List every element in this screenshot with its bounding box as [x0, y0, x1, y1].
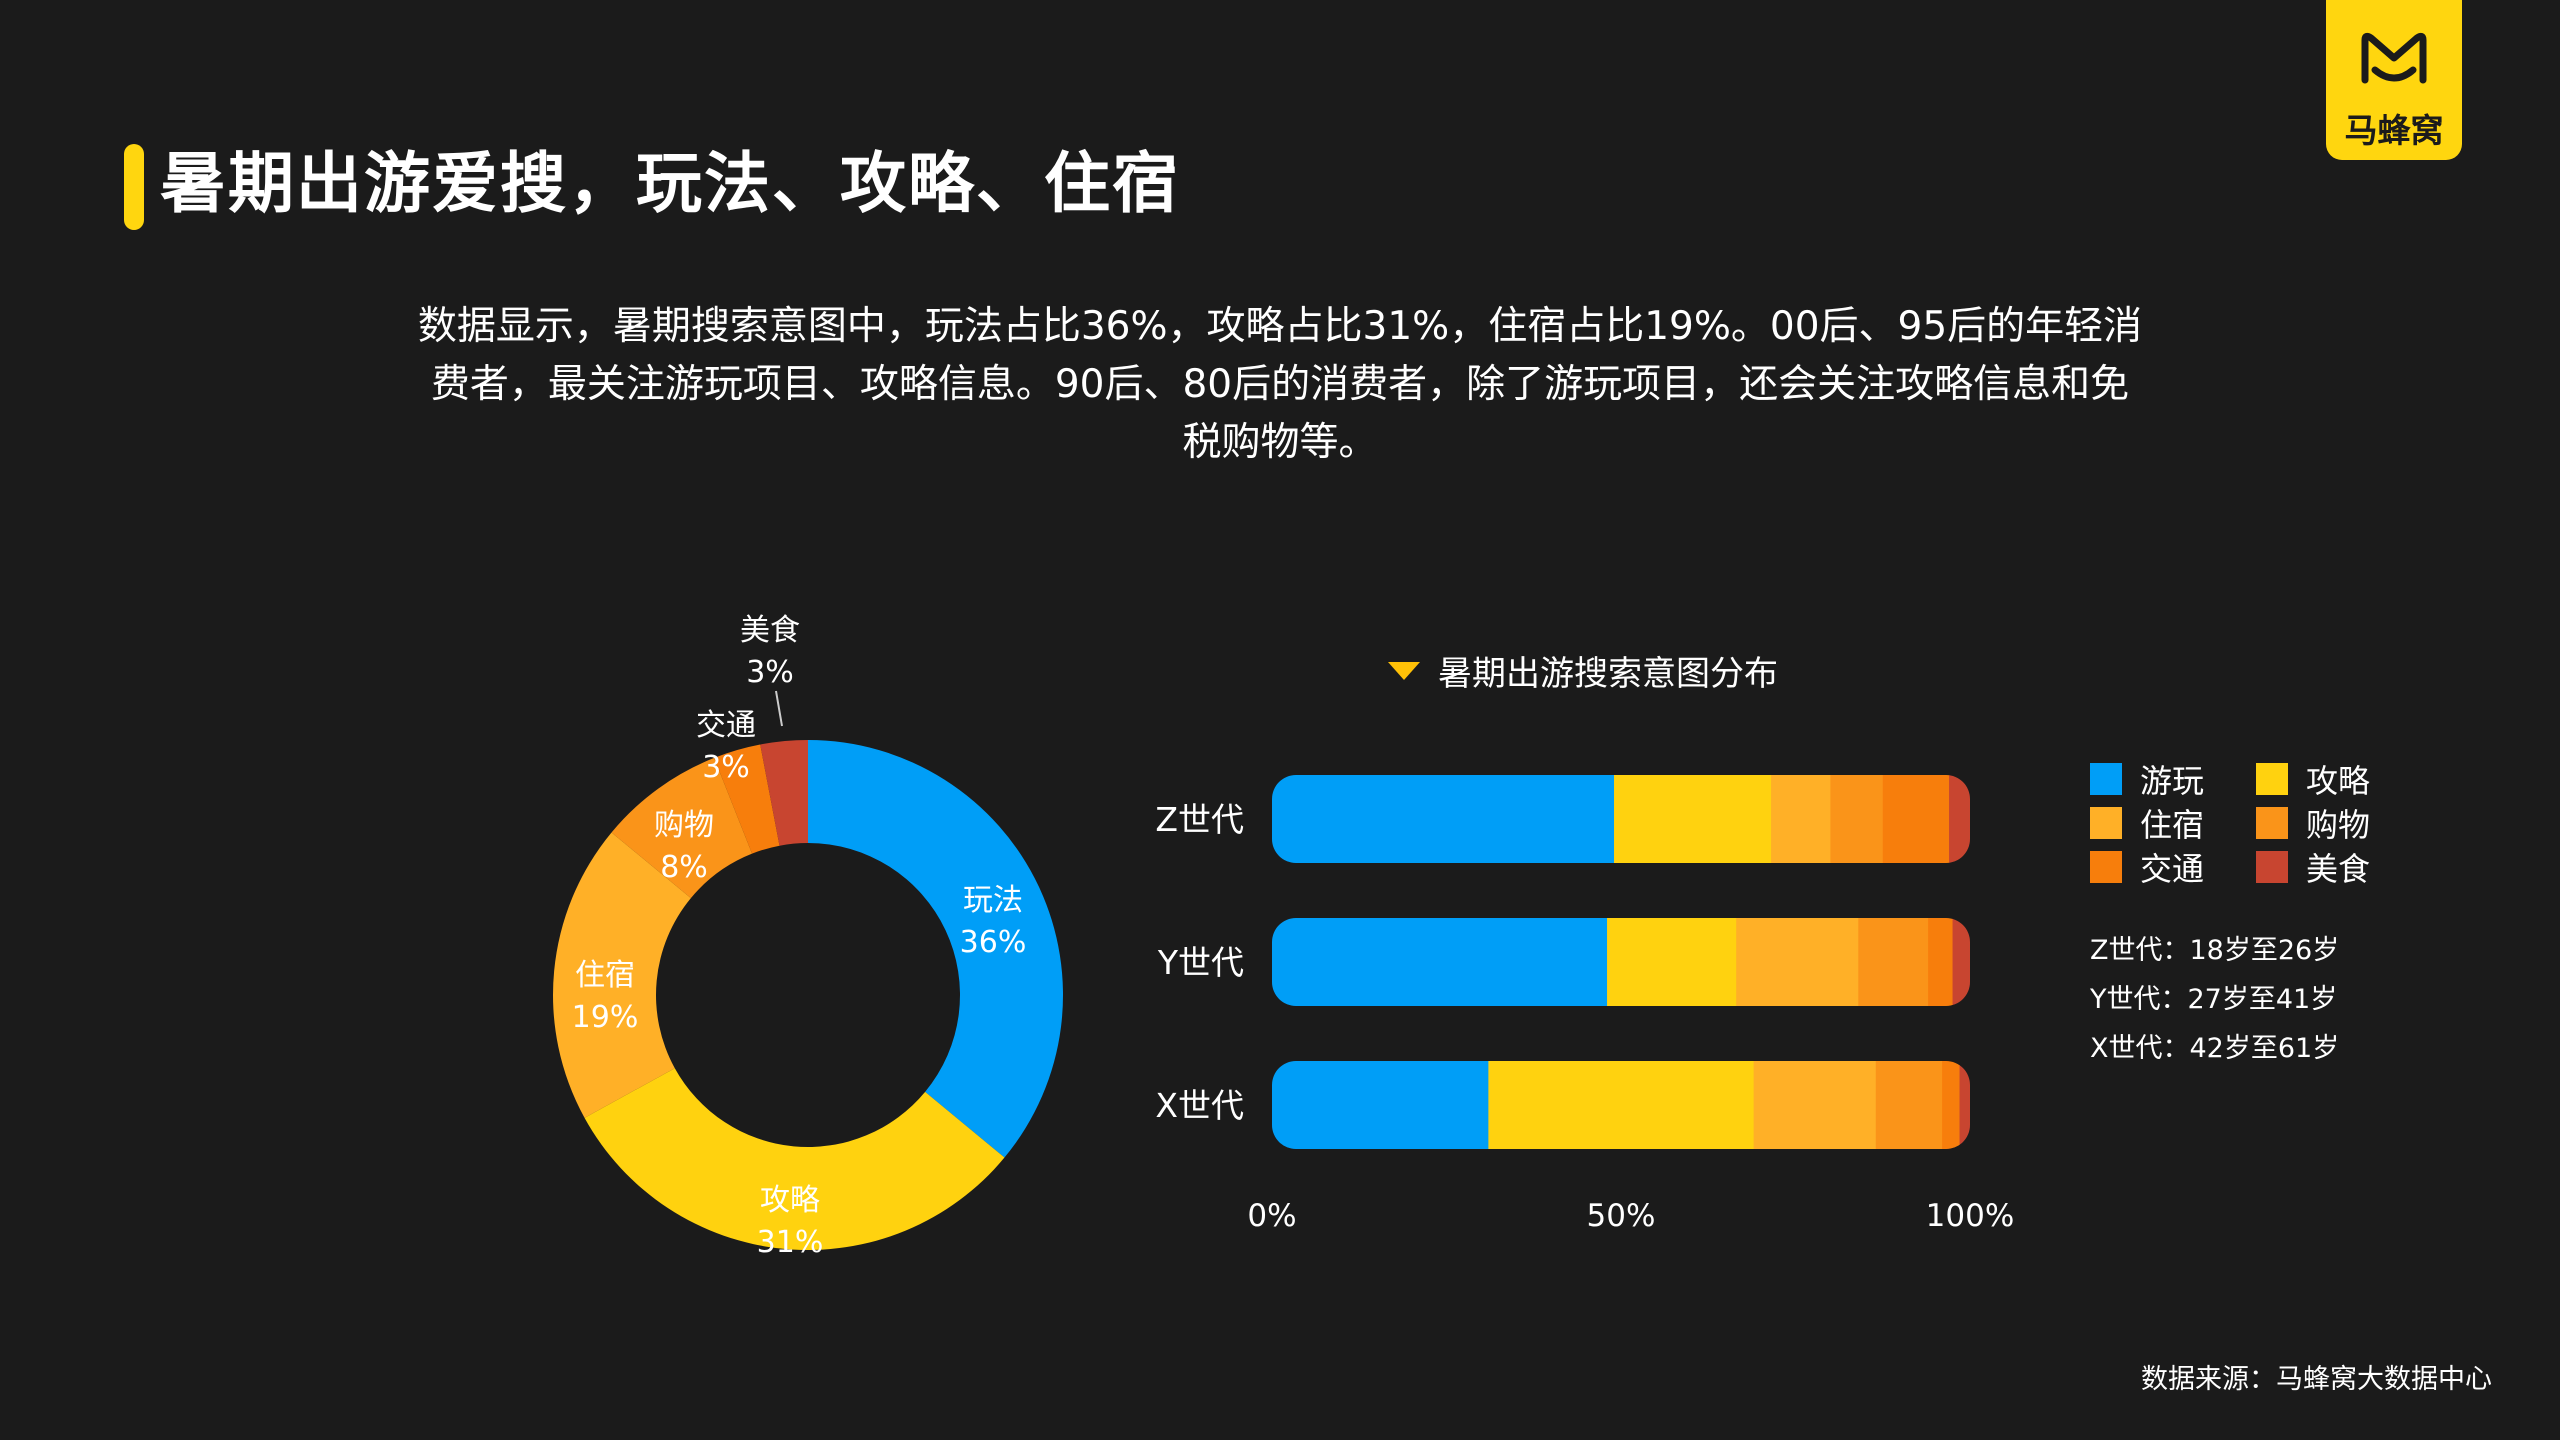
legend-label: 攻略 [2306, 762, 2371, 800]
legend-label: 交通 [2140, 850, 2205, 888]
legend-label: 游玩 [2140, 762, 2205, 800]
slice-value-label: 36% [960, 925, 1027, 960]
donut-slice [611, 757, 753, 899]
bar-segment [1272, 1061, 1489, 1149]
donut-slice [714, 744, 780, 854]
x-tick-label: 0% [1247, 1198, 1296, 1234]
leader-line [775, 690, 783, 727]
slice-value-label: 19% [572, 1000, 639, 1035]
legend-item: 美食 [2256, 844, 2370, 890]
category-label: X世代 [1155, 1086, 1244, 1125]
bar-segment [1272, 918, 1608, 1006]
bar-segment [1272, 775, 1615, 863]
description: 数据显示，暑期搜索意图中，玩法占比36%，攻略占比31%，住宿占比19%。00后… [370, 298, 2190, 472]
donut-slice [584, 1068, 1005, 1250]
slice-value-label: 8% [660, 850, 708, 885]
donut-slice [553, 832, 691, 1118]
category-label: Y世代 [1157, 943, 1244, 982]
description-line: 费者，最关注游玩项目、攻略信息。90后、80后的消费者，除了游玩项目，还会关注攻… [430, 362, 2130, 407]
legend-item: 购物 [2256, 800, 2370, 846]
x-tick-label: 50% [1587, 1198, 1656, 1234]
bar-chart-title: 暑期出游搜索意图分布 [1388, 646, 1778, 695]
bar-segment [1858, 918, 1929, 1006]
bar-segment [1830, 775, 1884, 863]
bar-row [1272, 918, 1970, 1006]
category-label: Z世代 [1155, 800, 1244, 839]
slice-value-label: 3% [746, 655, 794, 690]
description-line: 数据显示，暑期搜索意图中，玩法占比36%，攻略占比31%，住宿占比19%。00后… [417, 304, 2143, 349]
legend-swatch [2256, 851, 2288, 883]
logo-text: 马蜂窝 [2344, 111, 2444, 150]
legend-swatch [2256, 807, 2288, 839]
legend-label: 购物 [2306, 806, 2371, 844]
slice-value-label: 31% [757, 1225, 824, 1260]
x-tick-label: 100% [1926, 1198, 2015, 1234]
bar-segment [1949, 775, 1970, 863]
bar-segment [1488, 1061, 1755, 1149]
legend-item: 攻略 [2256, 756, 2370, 802]
bar-segment [1753, 1061, 1877, 1149]
bar-chart-title-text: 暑期出游搜索意图分布 [1438, 654, 1778, 694]
page-title: 暑期出游爱搜，玩法、攻略、住宿 [160, 145, 1180, 222]
title-accent-bar [124, 144, 144, 230]
donut-slice [808, 740, 1064, 1158]
donut-slice [760, 740, 808, 846]
bar-segment [1607, 918, 1737, 1006]
slice-label: 购物 [654, 808, 714, 843]
generation-note: Z世代：18岁至26岁 [2090, 935, 2340, 966]
bar-row [1272, 1061, 1970, 1149]
triangle-down-icon [1388, 661, 1420, 680]
legend-item: 住宿 [2090, 800, 2204, 846]
slice-label: 美食 [740, 613, 800, 648]
generation-note: X世代：42岁至61岁 [2090, 1033, 2340, 1064]
slice-value-label: 3% [702, 750, 750, 785]
legend-swatch [2090, 763, 2122, 795]
bar-segment [1771, 775, 1831, 863]
legend-item: 交通 [2090, 844, 2204, 890]
logo-icon [2361, 32, 2427, 84]
description-line: 税购物等。 [1182, 420, 1378, 465]
bar-segment [1928, 918, 1954, 1006]
logo: 马蜂窝 [2326, 0, 2462, 160]
legend-label: 美食 [2306, 850, 2371, 888]
bar-segment [1952, 918, 1970, 1006]
slice-label: 玩法 [963, 883, 1023, 918]
bar-segment [1959, 1061, 1970, 1149]
bar-segment [1875, 1061, 1943, 1149]
slice-label: 交通 [696, 708, 756, 743]
generation-note: Y世代：27岁至41岁 [2090, 984, 2338, 1015]
data-source: 数据来源：马蜂窝大数据中心 [2141, 1364, 2492, 1395]
bar-segment [1882, 775, 1950, 863]
legend-swatch [2256, 763, 2288, 795]
legend-swatch [2090, 807, 2122, 839]
legend-label: 住宿 [2140, 806, 2205, 844]
bar-segment [1942, 1061, 1961, 1149]
bar-segment [1614, 775, 1772, 863]
bar-row [1272, 775, 1970, 863]
legend-item: 游玩 [2090, 756, 2204, 802]
slice-label: 攻略 [760, 1183, 820, 1218]
legend-swatch [2090, 851, 2122, 883]
bar-segment [1736, 918, 1859, 1006]
slice-label: 住宿 [575, 958, 635, 993]
